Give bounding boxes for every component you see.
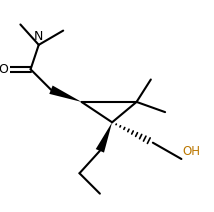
Text: N: N	[34, 30, 43, 43]
Text: OH: OH	[182, 145, 201, 158]
Text: O: O	[0, 63, 8, 76]
Polygon shape	[96, 122, 112, 153]
Polygon shape	[49, 85, 82, 102]
